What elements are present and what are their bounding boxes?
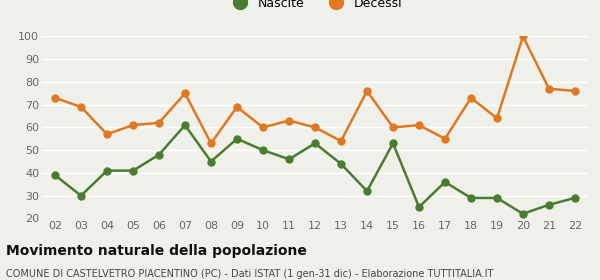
Nascite xyxy=(415,205,422,209)
Decessi xyxy=(259,126,266,129)
Nascite xyxy=(103,169,110,172)
Nascite xyxy=(77,194,85,197)
Nascite xyxy=(208,160,215,163)
Nascite xyxy=(130,169,137,172)
Decessi xyxy=(337,139,344,143)
Decessi xyxy=(155,121,163,125)
Nascite xyxy=(181,123,188,127)
Decessi xyxy=(364,89,371,93)
Decessi xyxy=(520,35,527,38)
Nascite xyxy=(233,137,241,141)
Decessi xyxy=(467,96,475,99)
Decessi xyxy=(311,126,319,129)
Line: Nascite: Nascite xyxy=(52,122,578,217)
Text: Movimento naturale della popolazione: Movimento naturale della popolazione xyxy=(6,244,307,258)
Decessi xyxy=(103,132,110,136)
Nascite xyxy=(493,196,500,200)
Nascite xyxy=(311,142,319,145)
Decessi xyxy=(415,123,422,127)
Decessi xyxy=(181,92,188,95)
Legend: Nascite, Decessi: Nascite, Decessi xyxy=(223,0,407,15)
Nascite xyxy=(467,196,475,200)
Nascite xyxy=(389,142,397,145)
Nascite xyxy=(52,174,59,177)
Nascite xyxy=(520,212,527,216)
Decessi xyxy=(493,117,500,120)
Nascite xyxy=(337,162,344,165)
Decessi xyxy=(77,105,85,109)
Decessi xyxy=(571,89,578,93)
Nascite xyxy=(442,180,449,184)
Nascite xyxy=(286,158,293,161)
Decessi xyxy=(286,119,293,122)
Decessi xyxy=(233,105,241,109)
Decessi xyxy=(442,137,449,141)
Text: COMUNE DI CASTELVETRO PIACENTINO (PC) - Dati ISTAT (1 gen-31 dic) - Elaborazione: COMUNE DI CASTELVETRO PIACENTINO (PC) - … xyxy=(6,269,493,279)
Decessi xyxy=(208,142,215,145)
Nascite xyxy=(545,203,553,206)
Nascite xyxy=(259,148,266,152)
Decessi xyxy=(130,123,137,127)
Decessi xyxy=(389,126,397,129)
Decessi xyxy=(545,87,553,90)
Nascite xyxy=(571,196,578,200)
Line: Decessi: Decessi xyxy=(52,33,578,147)
Decessi xyxy=(52,96,59,99)
Nascite xyxy=(364,189,371,193)
Nascite xyxy=(155,153,163,157)
